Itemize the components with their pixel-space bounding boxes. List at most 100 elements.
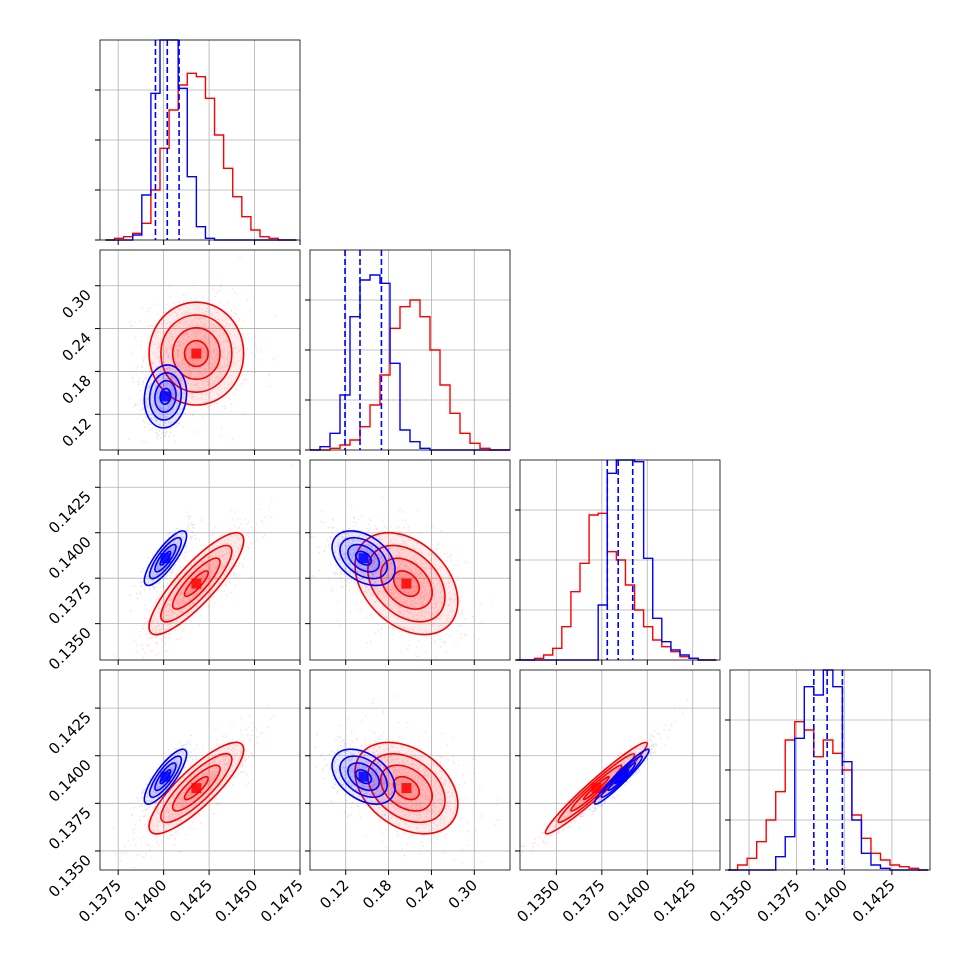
scatter-panel-2-0 [99, 459, 301, 661]
x-tick-label: 0.30 [445, 876, 481, 912]
blue-contour-line [148, 372, 183, 421]
red-contour-line [148, 741, 245, 835]
red-density-peak [591, 783, 602, 794]
x-tick-label: 0.1375 [559, 876, 609, 926]
y-tick-label: 0.30 [58, 286, 94, 322]
panel-content [520, 670, 720, 870]
red-histogram-3 [728, 720, 929, 871]
x-tick-label: 0.24 [402, 876, 438, 912]
blue-contour-line [339, 755, 388, 799]
red-contour-line [148, 301, 245, 406]
x-tick-label: 0.1425 [650, 876, 700, 926]
blue-contour-line [143, 364, 188, 429]
red-contour-line [160, 314, 233, 393]
panel-frame [99, 459, 301, 661]
red-scatter-points [129, 256, 276, 440]
x-tick-label: 0.1425 [166, 876, 216, 926]
red-density-peak [401, 783, 412, 794]
histogram-panel-1 [305, 249, 511, 451]
x-tick-label: 0.1350 [706, 876, 756, 926]
y-tick-label: 0.1425 [45, 487, 95, 537]
blue-density-peak [160, 391, 171, 402]
blue-density-peak [358, 771, 369, 782]
red-contour-line [148, 531, 245, 636]
red-contour-line [392, 570, 421, 598]
panel-content [310, 460, 510, 660]
panel-content [100, 250, 300, 450]
histogram-panel-2 [515, 459, 721, 661]
blue-contour-line [331, 530, 396, 587]
blue-density-peak [358, 553, 369, 564]
red-density-peak [191, 578, 202, 589]
x-tick-label: 0.1450 [212, 876, 262, 926]
panel-frame [309, 459, 511, 661]
scatter-panel-2-1 [309, 459, 511, 661]
y-tick-label: 0.1425 [45, 708, 95, 758]
x-tick-label: 0.1425 [849, 876, 899, 926]
x-tick-label: 0.1475 [257, 876, 307, 926]
corner-panels [95, 39, 931, 871]
red-density-peak [191, 348, 202, 359]
panel-frame [99, 249, 301, 451]
red-histogram-0 [105, 72, 297, 241]
red-contour-line [183, 339, 209, 368]
red-contour-line [392, 775, 421, 801]
x-tick-label: 0.1375 [75, 876, 125, 926]
y-tick-label: 0.1375 [45, 803, 95, 853]
red-contour-line [379, 557, 433, 610]
y-tick-label: 0.1400 [45, 756, 95, 806]
blue-contour-line [154, 379, 177, 413]
blue-contour-line [143, 530, 188, 587]
x-tick-label: 0.18 [359, 876, 395, 912]
y-tick-label: 0.1400 [45, 533, 95, 583]
y-tick-label: 0.12 [58, 414, 94, 450]
blue-density-peak [160, 771, 171, 782]
red-contour-line [379, 764, 433, 812]
x-tick-label: 0.1400 [604, 876, 654, 926]
red-contour-line [354, 531, 459, 636]
blue-contour-line [148, 755, 183, 799]
scatter-panel-1-0 [99, 249, 301, 451]
x-tick-label: 0.1400 [801, 876, 851, 926]
x-tick-label: 0.12 [316, 876, 352, 912]
red-contour-line [171, 557, 221, 610]
red-contour-line [171, 327, 221, 381]
blue-contour-line [347, 762, 381, 792]
histogram-panel-0 [95, 39, 301, 241]
panel-content [100, 670, 300, 870]
red-density-peak [191, 783, 202, 794]
red-contour-line [171, 764, 221, 812]
blue-contour-line [143, 748, 188, 805]
blue-contour-line [159, 387, 172, 406]
y-tick-label: 0.18 [58, 372, 94, 408]
red-scatter-points [312, 496, 494, 658]
panel-frame [99, 669, 301, 871]
blue-contour-line [331, 748, 396, 805]
scatter-panel-3-0 [99, 669, 301, 871]
red-scatter-points [520, 699, 688, 856]
panel-frame [309, 669, 511, 871]
blue-contour-line [339, 536, 388, 580]
red-histogram-2 [516, 512, 717, 661]
x-tick-label: 0.1400 [121, 876, 171, 926]
blue-contour-line [347, 543, 381, 573]
y-tick-label: 0.24 [58, 329, 94, 365]
blue-density-peak [160, 553, 171, 564]
red-contour-line [367, 753, 446, 824]
x-tick-label: 0.1375 [754, 876, 804, 926]
x-tick-label: 0.1350 [513, 876, 563, 926]
panel-frame [519, 669, 721, 871]
y-tick-label: 0.1375 [45, 578, 95, 628]
panel-content [310, 670, 510, 870]
y-tick-label: 0.1350 [45, 624, 95, 674]
red-contour-line [160, 753, 233, 824]
red-contour-line [160, 544, 233, 623]
blue-density-peak [616, 771, 627, 782]
red-histogram-1 [310, 299, 510, 451]
panel-content [100, 460, 300, 660]
scatter-panel-3-1 [309, 669, 511, 871]
y-tick-label: 0.1350 [45, 851, 95, 901]
red-density-peak [401, 578, 412, 589]
scatter-panel-3-2 [519, 669, 721, 871]
